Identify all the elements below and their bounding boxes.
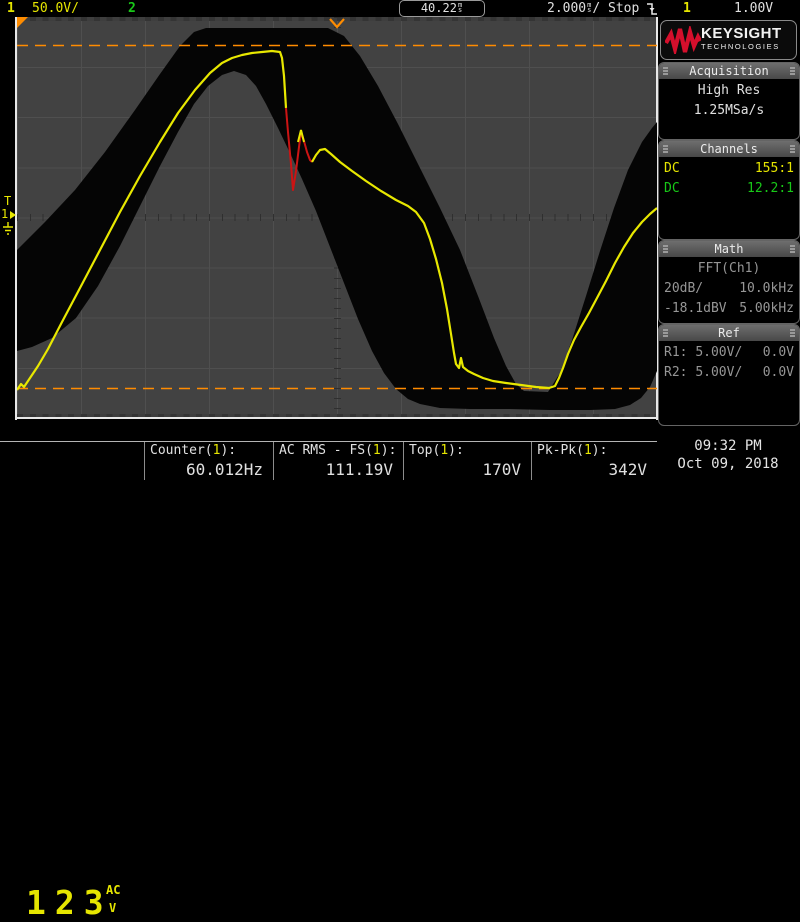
grip-icon (663, 245, 668, 253)
trigger-falling-edge-icon (647, 3, 657, 15)
logo-sub-text: TECHNOLOGIES (701, 42, 780, 51)
ref2-name: R2: (664, 365, 688, 380)
corner-reference-marker-icon (17, 17, 28, 28)
ch1-trace-a (17, 49, 288, 391)
measurement-value: 111.19V (325, 460, 393, 479)
ref1-scale: 5.00V/ (695, 345, 743, 360)
acq-mode: High Res (697, 83, 761, 98)
cell-divider (273, 442, 274, 480)
ch1-scale[interactable]: 50.0V/ (32, 1, 79, 16)
grip-icon (790, 67, 795, 75)
ref1-offset: 0.0V (762, 345, 794, 360)
ref-panel: Ref R1: 5.00V/0.0V R2: 5.00V/0.0V (658, 324, 800, 426)
grip-icon (663, 67, 668, 75)
ch2-coupling: DC (664, 181, 680, 196)
ref1-row[interactable]: R1: 5.00V/0.0V (664, 343, 794, 363)
measurement-label: Counter(1): (150, 443, 237, 458)
keysight-spark-icon (665, 26, 701, 54)
cell-divider (531, 442, 532, 480)
measurement-ac-rms[interactable]: AC RMS - FS(1): 111.19V (273, 442, 403, 480)
logo-brand-text: KEYSIGHT (701, 25, 782, 42)
grip-icon (663, 329, 668, 337)
measurement-value: 342V (608, 460, 647, 479)
dvm-cell[interactable]: 123 AC V (0, 442, 144, 921)
ref2-scale: 5.00V/ (695, 365, 743, 380)
trigger-level-marker[interactable]: T (4, 194, 12, 208)
grip-icon (790, 329, 795, 337)
cell-divider (403, 442, 404, 480)
ch1-trace-b (311, 147, 657, 390)
dvm-digits: 123 (26, 883, 113, 922)
math-function: FFT(Ch1) (697, 261, 761, 276)
measurement-counter[interactable]: Counter(1): 60.012Hz (144, 442, 273, 480)
ch1-coupling: DC (664, 161, 680, 176)
ch1-ground-marker[interactable]: 1 (1, 207, 9, 221)
ch2-envelope-band (17, 28, 657, 410)
measurement-pk-pk[interactable]: Pk-Pk(1): 342V (531, 442, 657, 480)
ch2-probe-ratio: 12.2:1 (747, 181, 794, 196)
ref1-name: R1: (664, 345, 688, 360)
run-state[interactable]: Stop (608, 1, 640, 16)
ch2-row[interactable]: DC 12.2:1 (664, 179, 794, 199)
acq-sample-rate: 1.25MSa/s (693, 103, 765, 118)
measurement-label: Top(1): (409, 443, 464, 458)
waveform-canvas (17, 17, 657, 410)
measurement-value: 60.012Hz (185, 460, 263, 479)
ch1-row[interactable]: DC 155:1 (664, 159, 794, 179)
acquisition-header[interactable]: Acquisition (659, 63, 799, 79)
measurement-top[interactable]: Top(1): 170V (403, 442, 531, 480)
acquisition-panel: Acquisition High Res 1.25MSa/s (658, 62, 800, 140)
ref2-offset: 0.0V (762, 365, 794, 380)
clock-time: 09:32 PM (694, 438, 762, 454)
measurement-label: Pk-Pk(1): (537, 443, 608, 458)
anomaly-red-trace (285, 107, 313, 191)
measurement-value: 170V (482, 460, 521, 479)
channels-header[interactable]: Channels (659, 141, 799, 157)
ch2-badge[interactable]: 2 (128, 1, 136, 16)
measurement-label: AC RMS - FS(1): (279, 443, 397, 458)
math-header[interactable]: Math (659, 241, 799, 257)
cell-divider (144, 442, 145, 480)
clock: 09:32 PM Oct 09, 2018 (658, 437, 798, 473)
ch1-badge[interactable]: 1 (7, 1, 15, 16)
trigger-source[interactable]: 1 (683, 1, 691, 16)
grip-icon (663, 145, 668, 153)
measurement-bar-divider (0, 441, 657, 442)
math-scale: 20dB/ (664, 281, 704, 296)
grip-icon (790, 145, 795, 153)
timebase-readout[interactable]: 2.000m s/ (547, 0, 601, 16)
graticule-border-left (15, 17, 17, 420)
trigger-level[interactable]: 1.00V (734, 1, 774, 16)
delay-readout[interactable]: 40.22m s (399, 0, 485, 17)
ref-header[interactable]: Ref (659, 325, 799, 341)
math-center: 5.00kHz (739, 301, 794, 316)
channels-panel: Channels DC 155:1 DC 12.2:1 (658, 140, 800, 240)
status-bar: 1 50.0V/ 2 40.22m s 2.000m s/ Stop 1 1.00V (0, 0, 800, 17)
math-level: -18.1dBV (664, 301, 727, 316)
math-panel: Math FFT(Ch1) 20dB/10.0kHz -18.1dBV 5.00k… (658, 240, 800, 324)
clock-date: Oct 09, 2018 (677, 456, 779, 472)
ch1-probe-ratio: 155:1 (754, 161, 794, 176)
ch1-peak-tip (297, 129, 305, 143)
graticule-border-bottom (15, 417, 658, 419)
math-span: 10.0kHz (739, 281, 794, 296)
ref2-row[interactable]: R2: 5.00V/0.0V (664, 363, 794, 383)
keysight-logo: KEYSIGHT TECHNOLOGIES (660, 20, 797, 60)
dvm-mode: AC (106, 883, 121, 897)
grip-icon (790, 245, 795, 253)
delay-value: 40.22 (420, 1, 457, 15)
trigger-time-marker-icon[interactable] (329, 18, 345, 29)
ch1-marker-arrow-icon (10, 211, 16, 219)
dvm-unit: V (109, 901, 117, 915)
ground-symbol-icon (3, 222, 13, 235)
graticule-border-right (656, 17, 658, 420)
